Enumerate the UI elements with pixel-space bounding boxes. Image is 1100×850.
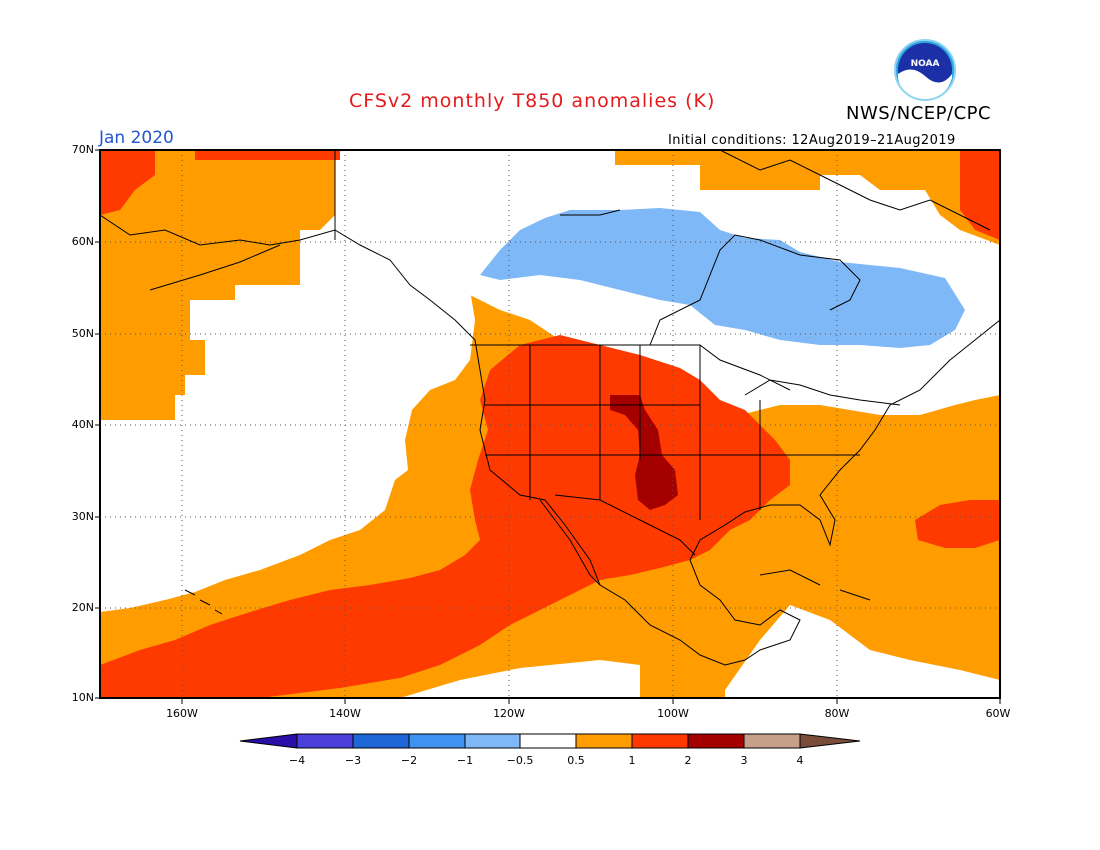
field-darkred-plains <box>610 395 678 510</box>
field-red-arctic <box>195 150 340 160</box>
lon-label: 160W <box>166 707 198 720</box>
colorbar-swatch-7 <box>632 734 688 748</box>
lon-label: 60W <box>985 707 1011 720</box>
lat-label: 30N <box>71 510 94 523</box>
graticule <box>100 150 1000 698</box>
lat-label: 70N <box>71 143 94 156</box>
field-red-alaska <box>100 150 155 215</box>
lat-label: 20N <box>71 601 94 614</box>
lat-label: 10N <box>71 691 94 704</box>
anomaly-field <box>100 150 1000 698</box>
field-white-tropics <box>725 605 1000 698</box>
colorbar-label: −4 <box>288 754 306 767</box>
colorbar-label: 2 <box>684 754 692 767</box>
field-blue-canada <box>480 208 965 348</box>
colorbar-label: 4 <box>796 754 804 767</box>
colorbar-swatch-6 <box>576 734 632 748</box>
noaa-logo: NOAA <box>894 39 956 101</box>
lat-label: 50N <box>71 327 94 340</box>
agency-label: NWS/NCEP/CPC <box>846 103 992 124</box>
colorbar-arrow-right <box>800 734 860 748</box>
tick-marks <box>95 149 1001 704</box>
initial-conditions: Initial conditions: 12Aug2019–21Aug2019 <box>668 133 956 148</box>
colorbar-swatch-9 <box>744 734 800 748</box>
colorbar-swatch-1 <box>297 734 353 748</box>
colorbar-arrow-left <box>240 734 297 748</box>
valid-month: Jan 2020 <box>99 128 174 148</box>
field-red-pacific <box>100 335 790 698</box>
field-red-atlantic <box>915 500 1000 548</box>
lon-label: 100W <box>657 707 689 720</box>
colorbar-swatch-2 <box>353 734 409 748</box>
colorbar-label: −2 <box>400 754 418 767</box>
colorbar-swatch-8 <box>688 734 744 748</box>
colorbar-label: −0.5 <box>506 754 534 767</box>
colorbar-label: 0.5 <box>567 754 585 767</box>
lat-label: 60N <box>71 235 94 248</box>
colorbar <box>239 733 861 749</box>
colorbar-label: −3 <box>344 754 362 767</box>
lon-label: 140W <box>329 707 361 720</box>
colorbar-label: −1 <box>456 754 474 767</box>
lon-label: 120W <box>493 707 525 720</box>
lon-label: 80W <box>824 707 850 720</box>
lat-label: 40N <box>71 418 94 431</box>
map-frame <box>99 149 1001 699</box>
colorbar-swatch-4 <box>465 734 520 748</box>
field-red-greenland <box>960 150 1000 240</box>
colorbar-swatch-5 <box>520 734 576 748</box>
colorbar-label: 3 <box>740 754 748 767</box>
colorbar-swatch-3 <box>409 734 465 748</box>
colorbar-label: 1 <box>628 754 636 767</box>
chart-title: CFSv2 monthly T850 anomalies (K) <box>349 90 716 112</box>
field-white-south-pacific <box>400 660 640 698</box>
field-white-pacific <box>100 190 475 612</box>
logo-text: NOAA <box>911 59 940 69</box>
coastlines <box>100 150 1000 666</box>
